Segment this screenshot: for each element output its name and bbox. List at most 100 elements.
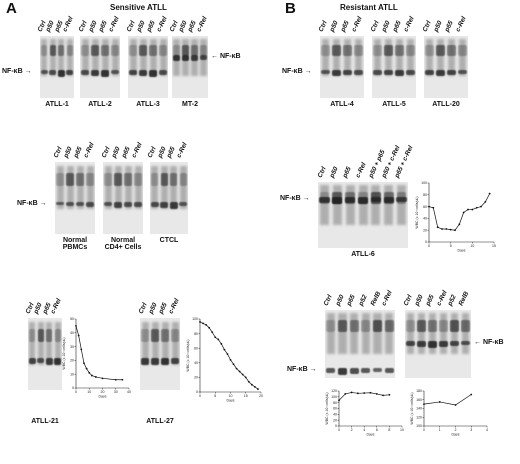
lane-label: p65	[443, 19, 455, 33]
gel-caption: ATLL-27	[146, 418, 174, 425]
data-point	[382, 394, 384, 397]
lane-label: Ctrl	[316, 165, 328, 179]
data-point	[114, 378, 117, 381]
nfkb-label: NF-κB →	[282, 68, 312, 76]
line-chart-atll22: 0 1 2 3 4 100 120 140 160 180 Days WBC (x 10³ cells…	[410, 388, 490, 436]
lane-smear	[91, 39, 99, 77]
band	[425, 70, 434, 76]
band-upper	[358, 191, 368, 204]
gel-image	[325, 310, 395, 378]
band	[129, 70, 137, 76]
data-point	[220, 342, 223, 345]
gel-image	[372, 36, 416, 98]
lane-smear	[326, 313, 335, 355]
data-point	[217, 338, 220, 341]
gel-caption: ATLL-20	[432, 101, 460, 108]
band	[436, 70, 445, 77]
nfkb-label: ← NF-κB	[211, 52, 241, 60]
band-upper	[124, 172, 132, 186]
lane-smear	[170, 165, 178, 209]
chart-svg: 0 10 20 30 40 0 10 20 30 40 50 Days WBC (x 10³ cells…	[62, 317, 131, 398]
y-tick-label: 80	[423, 193, 427, 197]
lane-smear	[124, 165, 132, 209]
band-upper	[191, 45, 198, 57]
lane-label: c-Rel	[155, 15, 169, 34]
band	[114, 201, 122, 208]
band	[373, 70, 382, 75]
gel-caption: ATLL-5	[382, 101, 406, 108]
lane-label: c-Rel	[195, 15, 209, 34]
band-upper	[447, 45, 456, 57]
lane-smear	[139, 39, 147, 77]
data-point	[214, 336, 217, 339]
y-axis-label: WBC (x 10³ cells/µL)	[410, 392, 414, 424]
lane-label: p50	[432, 19, 444, 33]
lane-label: p50	[328, 19, 340, 33]
chart-svg: 0 5 10 15 20 0 20 40 60 80 100 Days WBC (x 10³ cells…	[186, 317, 263, 402]
lane-smear	[161, 321, 169, 365]
band	[172, 54, 181, 62]
x-tick-label: 30	[114, 390, 118, 394]
band	[199, 54, 208, 60]
lane-label: Ctrl	[317, 19, 329, 33]
data-point	[357, 392, 359, 395]
band-upper	[171, 328, 179, 342]
panel-label-a: A	[6, 0, 17, 17]
series-line	[75, 325, 123, 381]
lane-smear	[141, 321, 149, 365]
band-upper	[46, 328, 53, 342]
x-tick-label: 10	[229, 394, 233, 398]
band-upper	[81, 45, 89, 57]
y-tick-label: 30	[70, 345, 74, 349]
band-upper	[332, 191, 343, 204]
lane-smear	[151, 321, 159, 365]
band	[395, 70, 404, 77]
band	[169, 201, 178, 209]
y-tick-label: 100	[421, 181, 427, 185]
lane-label: c-Rel	[167, 297, 181, 315]
band-upper	[373, 45, 382, 57]
y-tick-label: 20	[333, 418, 337, 422]
lane-label: p65	[346, 293, 358, 307]
band	[86, 201, 94, 207]
data-point	[369, 391, 372, 394]
nfkb-label: ← NF-κB	[474, 338, 504, 346]
y-tick-label: 20	[194, 376, 198, 380]
band	[372, 367, 383, 372]
band	[447, 70, 456, 76]
band	[28, 357, 36, 364]
gel-caption: Normal PBMCs	[62, 237, 88, 251]
chart-svg: 0 1 2 3 4 100 120 140 160 180 Days WBC (x 10³ cells…	[410, 389, 488, 436]
x-tick-label: 40	[127, 390, 131, 394]
band-upper	[54, 328, 61, 342]
lane-smear	[149, 39, 157, 77]
y-tick-label: 60	[194, 346, 198, 350]
lane-label: p65	[97, 19, 109, 33]
y-tick-label: 10	[70, 372, 74, 376]
gel-caption: ATLL-3	[136, 101, 160, 108]
lane-label: Ctrl	[52, 145, 64, 159]
band	[417, 340, 426, 348]
y-tick-label: 120	[416, 415, 422, 419]
data-point	[458, 223, 461, 226]
band-upper	[345, 191, 356, 204]
lane-smear	[345, 185, 355, 225]
band-upper	[104, 172, 112, 186]
lane-smear	[461, 313, 470, 355]
nfkb-label: NF-κB →	[287, 365, 317, 373]
gel-image	[128, 36, 168, 98]
lane-smear	[81, 39, 89, 77]
band-upper	[37, 328, 44, 342]
data-point	[211, 331, 214, 334]
data-point	[205, 323, 207, 326]
data-point	[454, 404, 457, 406]
data-point	[441, 228, 443, 230]
lane-smear	[343, 39, 352, 77]
band	[458, 70, 467, 74]
band	[37, 357, 45, 363]
lane-label: p65	[145, 19, 157, 33]
data-point	[344, 393, 347, 395]
data-point	[484, 200, 487, 203]
lane-label: p50	[147, 301, 159, 315]
band	[45, 357, 53, 365]
